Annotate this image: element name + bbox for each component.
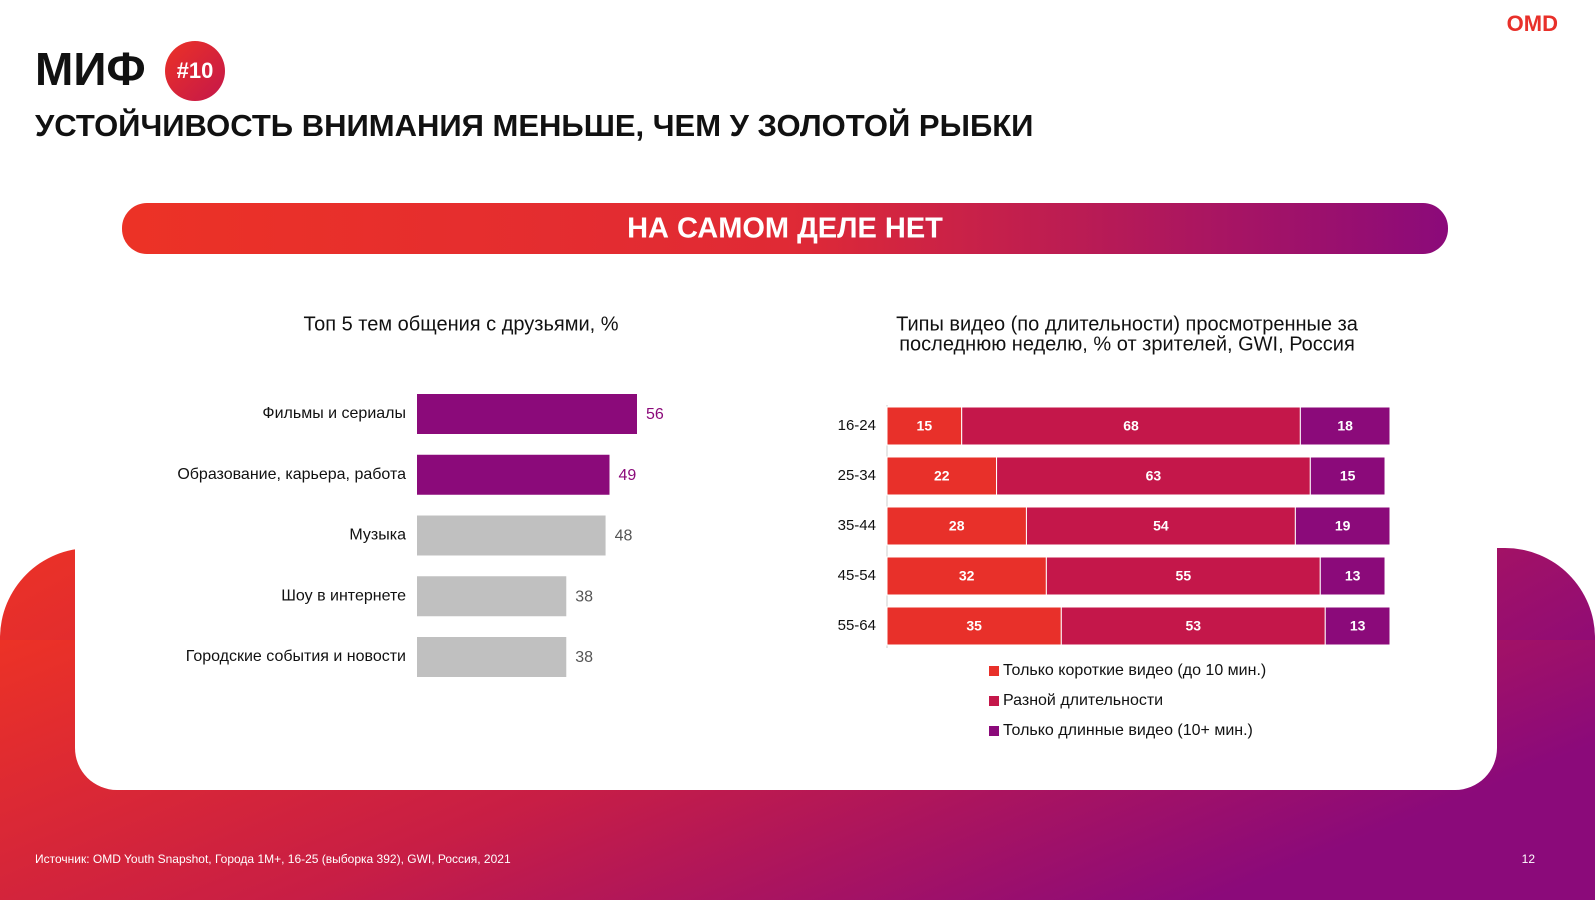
value-label: 18 [1337, 418, 1353, 434]
value-label: 56 [646, 406, 664, 423]
category-label: Городские события и новости [186, 648, 406, 665]
value-label: 32 [959, 568, 975, 584]
bar-segment [961, 406, 1301, 446]
value-label: 35 [966, 618, 982, 634]
bar-segment [1060, 606, 1326, 646]
value-label: 53 [1185, 618, 1201, 634]
legend-label: Только длинные видео (10+ мин.) [1003, 722, 1253, 739]
badge-text: #10 [177, 58, 214, 83]
chart-title: последнюю неделю, % от зрителей, GWI, Ро… [899, 333, 1355, 355]
value-label: 38 [575, 649, 593, 666]
bar-segment [1294, 506, 1391, 546]
bar [417, 515, 606, 556]
bar-segment [1025, 506, 1296, 546]
bar [417, 637, 567, 677]
bar-segment [1045, 556, 1321, 596]
bar [417, 394, 637, 434]
value-label: 28 [949, 518, 965, 534]
chart-title: Топ 5 тем общения с друзьями, % [303, 313, 618, 335]
category-label: Образование, карьера, работа [177, 466, 406, 483]
legend-swatch [989, 666, 999, 676]
category-label: Шоу в интернете [281, 587, 406, 604]
bar-segment [886, 456, 998, 496]
category-label: 25-34 [838, 467, 876, 484]
bar-segment [886, 506, 1027, 546]
bar [417, 576, 567, 617]
value-label: 22 [934, 468, 950, 484]
value-label: 19 [1335, 518, 1351, 534]
value-label: 68 [1123, 418, 1139, 434]
legend-label: Разной длительности [1003, 692, 1163, 709]
value-label: 13 [1345, 568, 1361, 584]
source-note: Источник: OMD Youth Snapshot, Города 1М+… [35, 852, 511, 866]
value-label: 63 [1146, 468, 1162, 484]
slide-subtitle: УСТОЙЧИВОСТЬ ВНИМАНИЯ МЕНЬШЕ, ЧЕМ У ЗОЛО… [35, 107, 1033, 143]
badge [165, 41, 225, 101]
value-label: 48 [615, 528, 633, 545]
legend-swatch [989, 726, 999, 736]
banner-text: НА САМОМ ДЕЛЕ НЕТ [627, 213, 943, 245]
bar-segment [1324, 606, 1391, 646]
page-number: 12 [1522, 852, 1536, 866]
banner [122, 203, 1448, 254]
chart-title: Типы видео (по длительности) просмотренн… [896, 313, 1359, 335]
value-label: 54 [1153, 518, 1169, 534]
bar-segment [886, 606, 1062, 646]
category-label: Фильмы и сериалы [262, 405, 406, 422]
bar-segment [886, 406, 963, 446]
bar [417, 454, 610, 495]
value-label: 49 [619, 467, 637, 484]
bar-segment [886, 556, 1047, 596]
value-label: 15 [917, 418, 933, 434]
category-label: 35-44 [838, 517, 876, 534]
value-label: 38 [575, 588, 593, 605]
slide-title: МИФ [35, 43, 146, 95]
category-label: 16-24 [838, 417, 876, 434]
bar-segment [996, 456, 1311, 496]
value-label: 15 [1340, 468, 1356, 484]
legend-swatch [989, 696, 999, 706]
bar-segment [1299, 406, 1391, 446]
bar-segment [1309, 456, 1386, 496]
category-label: Музыка [349, 527, 406, 544]
category-label: 45-54 [838, 567, 876, 584]
value-label: 55 [1176, 568, 1192, 584]
category-label: 55-64 [838, 617, 876, 634]
value-label: 13 [1350, 618, 1366, 634]
legend-label: Только короткие видео (до 10 мин.) [1003, 662, 1266, 679]
logo: OMD [1507, 11, 1558, 36]
bar-segment [1319, 556, 1386, 596]
